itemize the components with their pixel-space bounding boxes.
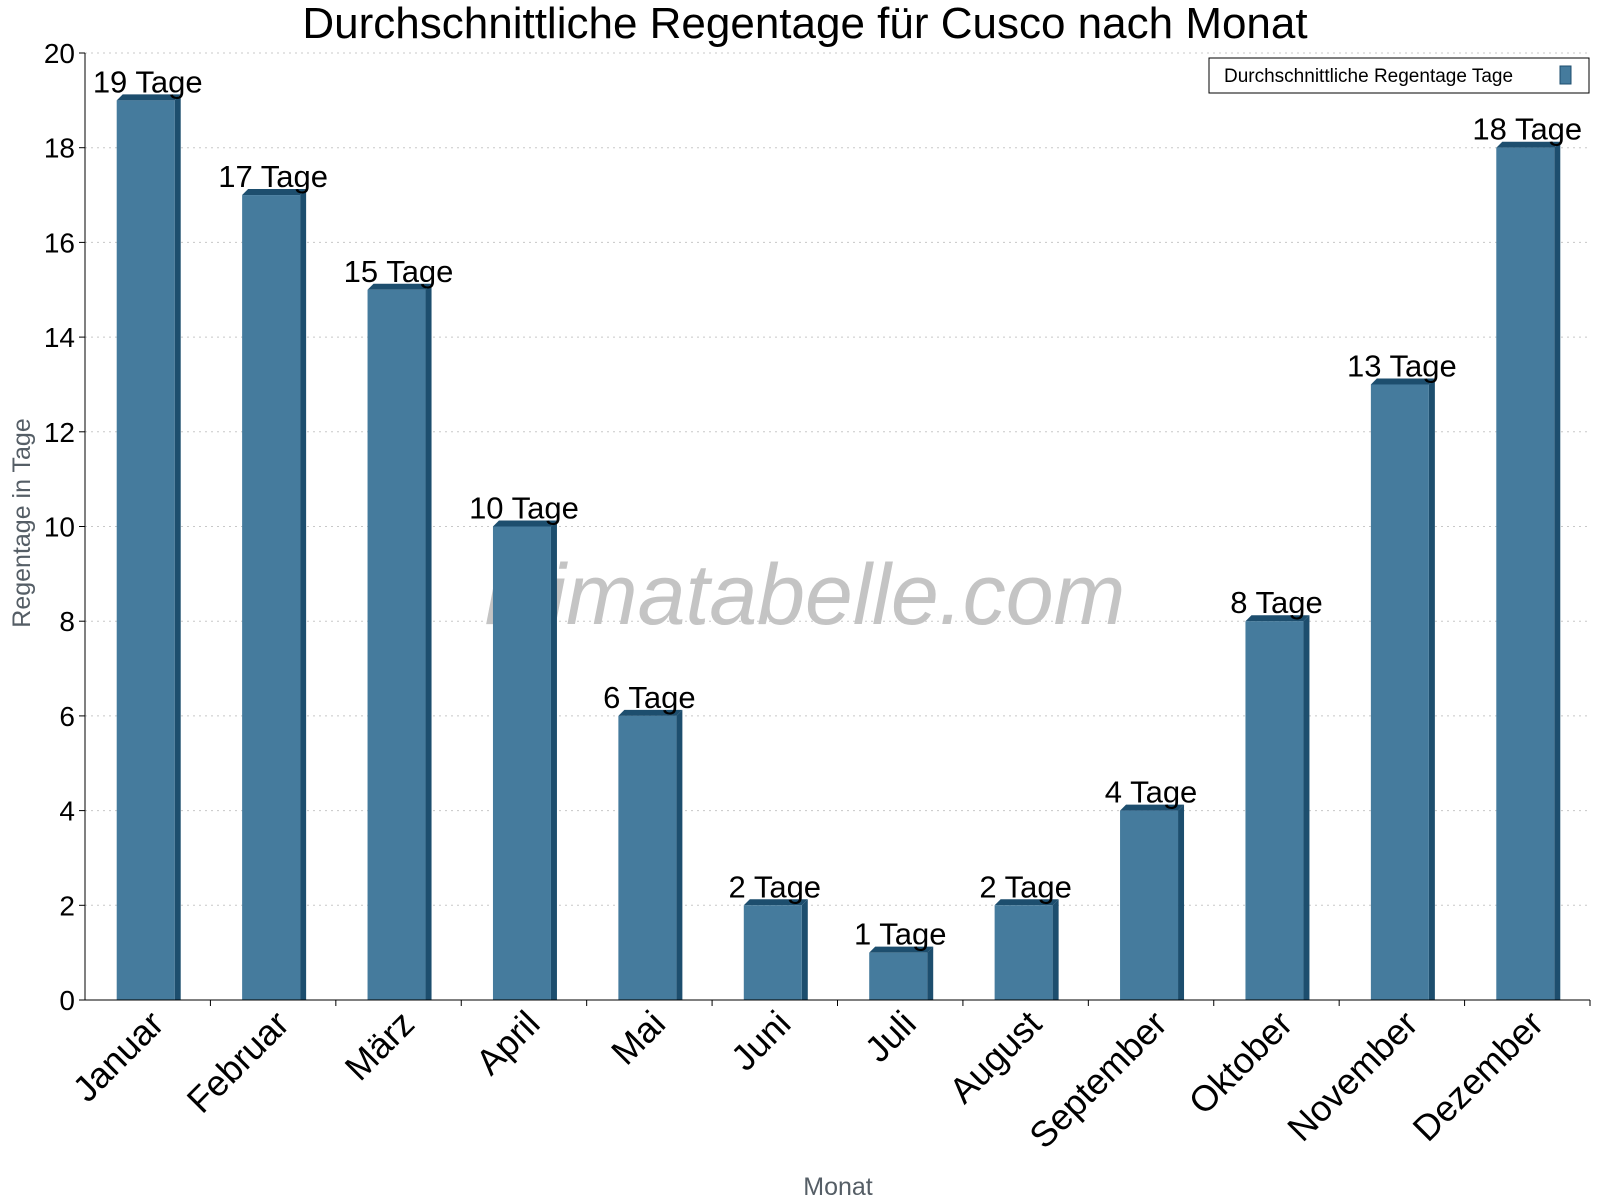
y-axis-label: Regentage in Tage [8, 418, 36, 627]
y-tick-label-0: 0 [59, 985, 75, 1016]
chart-title: Durchschnittliche Regentage für Cusco na… [302, 0, 1307, 48]
bars [116, 94, 1561, 1001]
bar-4 [618, 715, 677, 1000]
bar-side-11 [1554, 141, 1561, 1000]
watermark: klimatabelle.com [485, 547, 1125, 643]
bar-8 [1120, 810, 1179, 1000]
y-tick-label-3: 6 [59, 701, 75, 732]
y-tick-label-4: 8 [59, 606, 75, 637]
bar-top-0 [116, 94, 181, 101]
bar-top-11 [1496, 141, 1561, 148]
bar-top-2 [367, 283, 432, 290]
bar-side-7 [1052, 899, 1059, 1000]
data-label-4: 6 Tage [603, 680, 696, 715]
x-axis-ticks: Januar Februar März April Mai Juni Juli AugustS… [65, 1000, 1551, 1156]
x-tick-label-7: August [941, 1003, 1049, 1111]
bar-top-3 [492, 520, 557, 527]
bar-11 [1496, 147, 1555, 1000]
legend-box [1208, 57, 1590, 94]
bar-5 [743, 905, 802, 1000]
data-label-2: 15 Tage [344, 254, 454, 289]
y-tick-label-9: 18 [44, 133, 75, 164]
x-tick-label-4: Mai [603, 1003, 673, 1073]
bar-9 [1245, 621, 1304, 1000]
gridlines [85, 52, 1590, 906]
y-tick-label-10: 20 [44, 38, 75, 69]
x-tick-label-11: Dezember [1405, 1003, 1551, 1149]
data-label-8: 4 Tage [1105, 775, 1198, 810]
data-label-7: 2 Tage [979, 869, 1072, 904]
bar-top-4 [618, 709, 683, 716]
data-label-3: 10 Tage [469, 491, 579, 526]
bar-top-5 [743, 899, 808, 906]
bar-side-4 [676, 709, 683, 1000]
data-label-9: 8 Tage [1230, 585, 1323, 620]
axes [84, 53, 1591, 1006]
data-label-5: 2 Tage [729, 869, 822, 904]
data-labels: 19 Tage 17 Tage 15 Tage 10 Tage 6 Tage 2 Tage… [93, 64, 1582, 951]
y-tick-label-1: 2 [59, 890, 75, 921]
bar-top-6 [869, 946, 934, 953]
bar-side-2 [425, 283, 432, 1000]
legend-label: Durchschnittliche Regentage Tage [1224, 66, 1513, 87]
x-tick-label-8: September [1021, 1003, 1175, 1157]
bar-0 [116, 100, 175, 1001]
bar-10 [1370, 384, 1429, 1000]
bar-6 [869, 952, 928, 1000]
x-tick-label-5: Juni [723, 1003, 799, 1079]
data-label-11: 18 Tage [1472, 112, 1582, 147]
bar-side-3 [550, 520, 557, 1000]
x-axis-label: Monat [803, 1173, 873, 1200]
bar-2 [367, 289, 426, 1000]
bar-top-1 [242, 189, 307, 196]
bar-side-5 [801, 899, 808, 1000]
x-tick-label-2: März [337, 1003, 423, 1089]
data-label-10: 13 Tage [1347, 348, 1457, 383]
y-tick-label-7: 14 [44, 322, 75, 353]
y-tick-label-2: 4 [59, 796, 75, 827]
y-tick-label-5: 10 [44, 512, 75, 543]
y-axis-ticks: 0 2 4 6 8 10 12 14 16 18 20 [44, 38, 85, 1016]
bar-top-10 [1370, 378, 1435, 385]
x-tick-label-1: Februar [179, 1003, 297, 1121]
bar-side-0 [174, 94, 181, 1001]
bar-side-6 [927, 946, 934, 1000]
bar-top-9 [1245, 615, 1310, 622]
bar-7 [994, 905, 1053, 1000]
bar-side-10 [1428, 378, 1435, 1000]
bar-top-7 [994, 899, 1059, 906]
x-tick-label-0: Januar [65, 1003, 172, 1110]
data-label-6: 1 Tage [854, 917, 947, 952]
legend-swatch [1559, 65, 1572, 85]
y-tick-label-8: 16 [44, 227, 75, 258]
y-tick-label-6: 12 [44, 417, 75, 448]
data-label-0: 19 Tage [93, 64, 203, 99]
legend: Durchschnittliche Regentage Tage [1208, 57, 1590, 94]
bar-3 [492, 526, 551, 1000]
x-tick-label-10: November [1279, 1003, 1425, 1149]
bar-side-1 [300, 189, 307, 1001]
bar-1 [242, 195, 301, 1001]
bar-side-8 [1178, 804, 1185, 1000]
x-tick-label-6: Juli [857, 1003, 924, 1070]
x-tick-label-9: Oktober [1181, 1003, 1301, 1123]
data-label-1: 17 Tage [218, 159, 328, 194]
bar-top-8 [1120, 804, 1185, 811]
x-tick-label-3: April [468, 1003, 548, 1083]
bar-side-9 [1303, 615, 1310, 1000]
